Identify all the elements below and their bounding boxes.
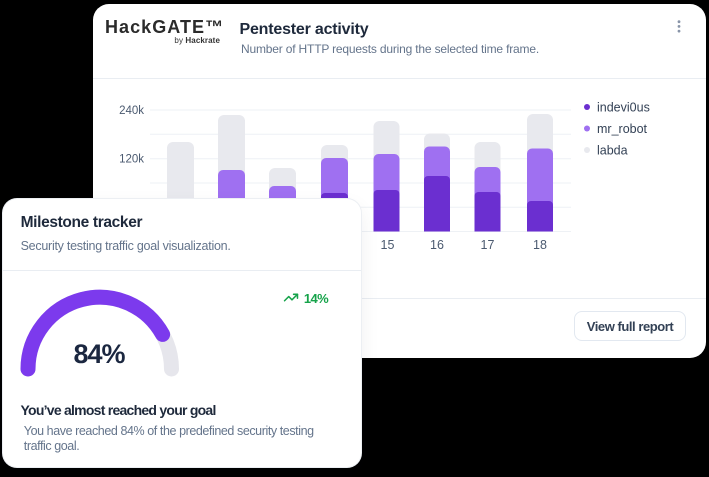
svg-text:labda: labda — [597, 144, 628, 158]
svg-text:17: 17 — [481, 238, 495, 252]
svg-text:120k: 120k — [119, 154, 144, 166]
svg-text:16: 16 — [430, 238, 444, 252]
svg-text:mr_robot: mr_robot — [597, 122, 648, 136]
svg-text:indevi0us: indevi0us — [597, 101, 650, 115]
svg-text:240k: 240k — [119, 105, 144, 117]
svg-text:18: 18 — [533, 238, 547, 252]
svg-text:15: 15 — [381, 238, 395, 252]
